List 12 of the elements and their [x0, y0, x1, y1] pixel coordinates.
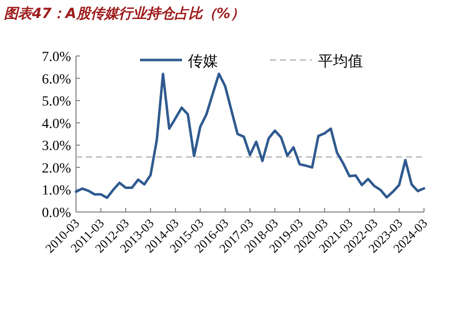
y-tick-label: 1.0%	[42, 184, 72, 199]
y-tick-label: 6.0%	[42, 72, 72, 88]
y-tick-label: 5.0%	[42, 94, 72, 110]
legend-label: 平均值	[318, 52, 363, 70]
y-tick-label: 0.0%	[42, 206, 72, 221]
y-tick-label: 4.0%	[42, 116, 72, 132]
y-tick-label: 7.0%	[42, 50, 72, 65]
chart-title: 图表47：A股传媒行业持仓占比（%）	[4, 6, 244, 22]
line-series	[74, 72, 426, 199]
legend-label: 传媒	[188, 52, 218, 70]
y-tick-label: 3.0%	[42, 139, 72, 154]
y-tick-label: 2.0%	[42, 161, 72, 176]
